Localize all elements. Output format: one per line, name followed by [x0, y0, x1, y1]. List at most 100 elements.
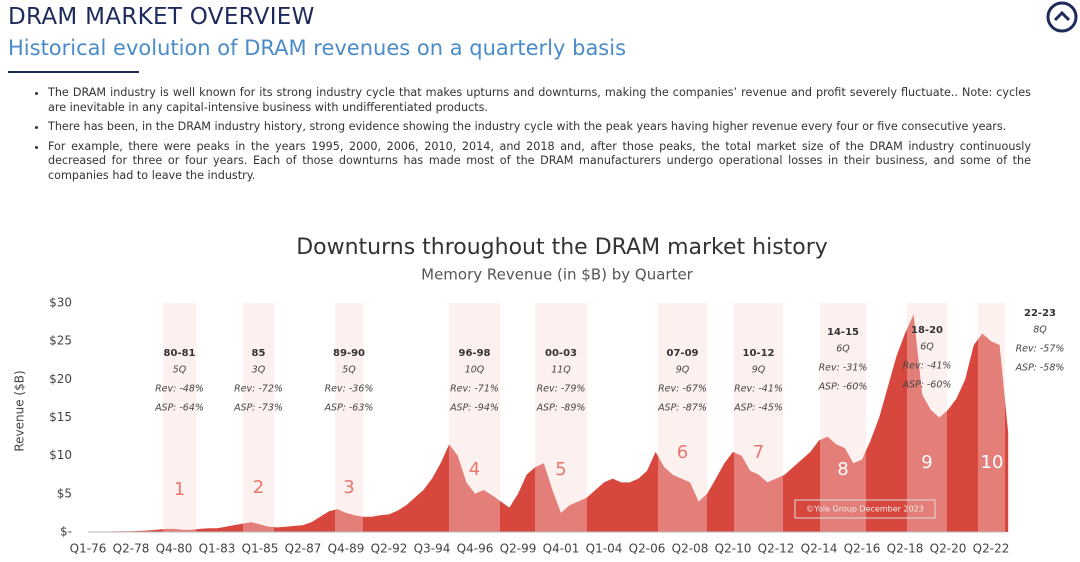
downturn-overlay: [820, 303, 866, 532]
downturn-asp: ASP: -87%: [657, 403, 707, 414]
downturn-number: 10: [981, 452, 1004, 473]
downturn-number: 4: [469, 459, 480, 480]
downturn-overlay: [163, 303, 196, 532]
downturn-number: 2: [253, 477, 264, 498]
downturn-duration: 9Q: [752, 365, 766, 376]
bullet: For example, there were peaks in the yea…: [48, 140, 1031, 184]
y-tick-label: $15: [49, 410, 72, 424]
downturn-duration: 11Q: [551, 365, 571, 376]
downturn-duration: 10Q: [465, 365, 485, 376]
downturn-asp: ASP: -64%: [154, 403, 204, 414]
bullet-list: The DRAM industry is well known for its …: [20, 86, 1031, 189]
title: DRAM MARKET OVERVIEW: [8, 4, 315, 30]
x-tick-label: Q1-76: [70, 542, 107, 556]
downturn-overlay: [978, 303, 1005, 532]
downturn-overlay: [335, 303, 363, 532]
x-tick-label: Q4-01: [543, 542, 580, 556]
y-tick-label: $10: [49, 448, 72, 462]
downturn-asp: ASP: -94%: [449, 403, 499, 414]
downturn-overlay: [535, 303, 587, 532]
x-tick-label: Q2-14: [801, 542, 838, 556]
downturn-overlay: [658, 303, 707, 532]
downturn-duration: 9Q: [676, 365, 690, 376]
revenue-area: [88, 314, 1009, 532]
x-tick-label: Q2-87: [285, 542, 322, 556]
downturn-band: [163, 303, 196, 532]
x-tick-label: Q2-20: [930, 542, 967, 556]
downturn-revenue: Rev: -31%: [819, 363, 868, 374]
x-tick-label: Q2-08: [672, 542, 709, 556]
downturn-asp: ASP: -45%: [733, 403, 783, 414]
x-tick-label: Q1-83: [199, 542, 236, 556]
downturn-revenue: Rev: -79%: [537, 384, 586, 395]
downturn-period: 96-98: [459, 348, 491, 359]
x-tick-label: Q2-99: [500, 542, 537, 556]
x-tick-label: Q4-96: [457, 542, 494, 556]
downturn-period: 14-15: [827, 327, 859, 338]
downturn-asp: ASP: -60%: [818, 382, 868, 393]
bullet: There has been, in the DRAM industry his…: [48, 120, 1031, 135]
chart-subtitle: Memory Revenue (in $B) by Quarter: [421, 266, 694, 284]
downturn-number: 7: [753, 442, 764, 463]
x-tick-label: Q2-10: [715, 542, 752, 556]
x-tick-label: Q2-16: [844, 542, 881, 556]
y-axis-title: Revenue ($B): [13, 370, 27, 451]
downturn-period: 22-23: [1024, 308, 1056, 319]
downturn-revenue: Rev: -48%: [155, 384, 204, 395]
downturn-period: 80-81: [164, 348, 196, 359]
downturn-duration: 6Q: [920, 342, 934, 353]
downturn-revenue: Rev: -36%: [325, 384, 374, 395]
credit: ©Yole Group December 2023: [806, 505, 924, 514]
downturn-asp: ASP: -58%: [1015, 363, 1065, 374]
x-tick-label: Q2-22: [973, 542, 1010, 556]
downturn-duration: 3Q: [252, 365, 266, 376]
y-tick-label: $20: [49, 372, 72, 386]
bullet: The DRAM industry is well known for its …: [48, 86, 1031, 115]
x-tick-label: Q1-04: [586, 542, 623, 556]
downturn-number: 6: [677, 442, 688, 463]
downturn-period: 07-09: [667, 348, 699, 359]
downturn-period: 10-12: [743, 348, 775, 359]
x-tick-label: Q2-06: [629, 542, 666, 556]
x-tick-label: Q4-89: [328, 542, 365, 556]
y-tick-label: $25: [49, 334, 72, 348]
downturn-duration: 5Q: [173, 365, 187, 376]
downturn-asp: ASP: -60%: [902, 380, 952, 391]
downturn-number: 8: [837, 459, 848, 480]
credit-box: [794, 499, 936, 519]
subtitle: Historical evolution of DRAM revenues on…: [8, 36, 627, 60]
downturn-asp: ASP: -73%: [233, 403, 283, 414]
downturn-number: 9: [921, 452, 932, 473]
downturn-period: 18-20: [911, 325, 943, 336]
scroll-up-button[interactable]: [1046, 1, 1078, 33]
downturn-number: 1: [174, 479, 185, 500]
title-rule: [8, 71, 139, 73]
downturn-period: 85: [252, 348, 266, 359]
y-tick-label: $-: [60, 525, 72, 539]
x-tick-label: Q1-85: [242, 542, 279, 556]
x-tick-label: Q2-92: [371, 542, 408, 556]
downturn-period: 00-03: [545, 348, 577, 359]
downturn-asp: ASP: -63%: [324, 403, 374, 414]
downturn-duration: 6Q: [836, 344, 850, 355]
downturn-period: 89-90: [333, 348, 365, 359]
y-tick-label: $30: [49, 296, 72, 310]
chart-title: Downturns throughout the DRAM market his…: [296, 235, 828, 260]
x-tick-label: Q2-12: [758, 542, 795, 556]
downturn-revenue: Rev: -41%: [903, 361, 952, 372]
downturn-duration: 5Q: [342, 365, 356, 376]
x-tick-label: Q2-18: [887, 542, 924, 556]
downturn-band: [335, 303, 363, 532]
downturn-number: 3: [343, 477, 354, 498]
downturn-overlay: [243, 303, 274, 532]
downturn-revenue: Rev: -41%: [734, 384, 783, 395]
x-tick-label: Q4-80: [156, 542, 193, 556]
x-tick-label: Q2-78: [113, 542, 150, 556]
downturn-revenue: Rev: -67%: [658, 384, 707, 395]
downturn-overlay: [734, 303, 783, 532]
downturn-duration: 8Q: [1033, 325, 1047, 336]
downturn-revenue: Rev: -71%: [450, 384, 499, 395]
downturn-revenue: Rev: -72%: [234, 384, 283, 395]
